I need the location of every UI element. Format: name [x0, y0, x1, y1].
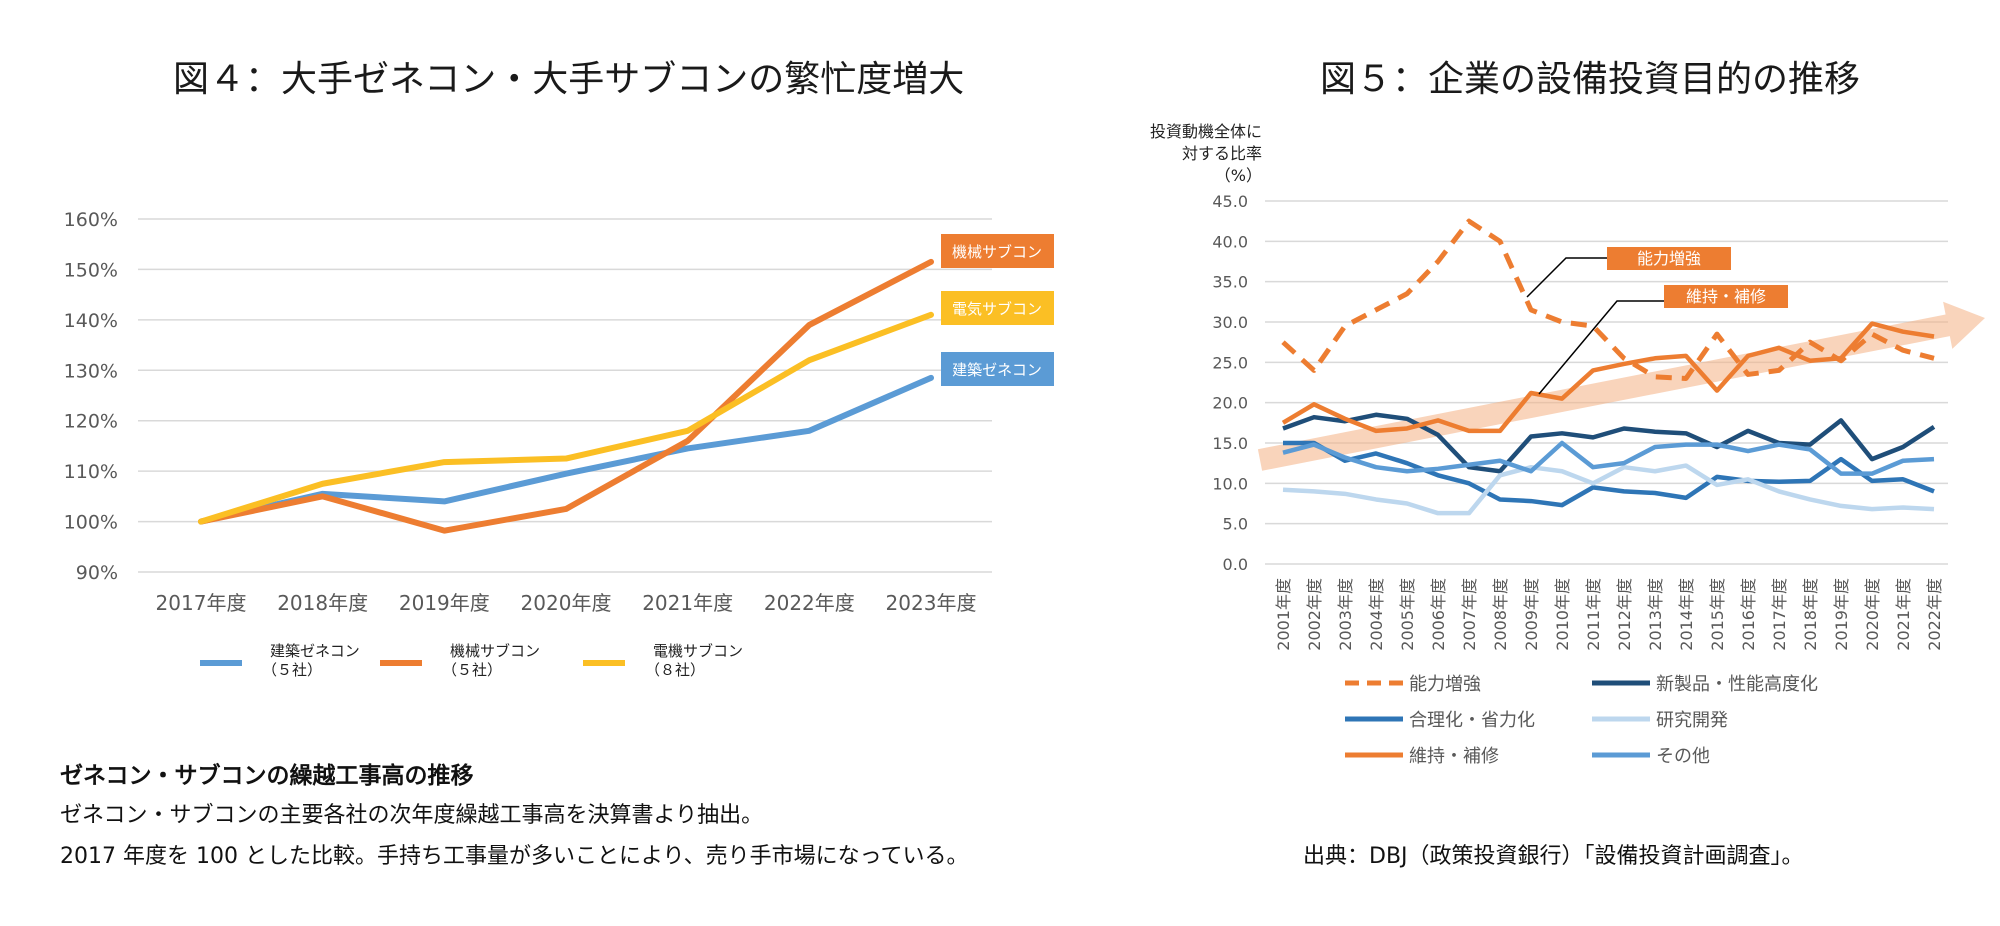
fig4-title: 図４：大手ゼネコン・大手サブコンの繁忙度増大 — [173, 59, 965, 100]
fig4-x-tick-label: 2019年度 — [399, 591, 490, 615]
fig5-series-line — [1282, 412, 1936, 474]
fig4-legend-label: 電機サブコン — [653, 642, 743, 660]
fig4-y-tick-label: 140% — [64, 310, 118, 332]
fig5-series-line — [1283, 440, 1935, 508]
fig5-legend-label: 新製品・性能高度化 — [1656, 674, 1818, 695]
fig5-x-tick-label: 2016年度 — [1739, 578, 1758, 651]
fig4-series-line — [198, 311, 934, 525]
fig4-series-tag — [941, 234, 1054, 268]
fig5-y-axis-title: 対する比率 — [1182, 144, 1262, 163]
fig4-y-tick-label: 100% — [64, 512, 118, 534]
fig5-callout-leader — [1526, 257, 1607, 298]
fig4-x-tick-label: 2018年度 — [277, 591, 368, 615]
fig4-legend-label: 建築ゼネコン — [270, 642, 360, 660]
fig5-x-tick-label: 2010年度 — [1553, 578, 1572, 651]
fig5-x-tick-label: 2012年度 — [1615, 578, 1634, 651]
fig5-legend-label: 能力増強 — [1409, 674, 1481, 695]
fig5-callout-box — [1664, 285, 1788, 308]
fig5-x-tick-label: 2013年度 — [1646, 578, 1665, 651]
fig5-callout-box — [1607, 247, 1731, 270]
fig5-x-tick-label: 2004年度 — [1367, 578, 1386, 651]
fig4-legend-sub: （５社） — [442, 661, 502, 679]
fig4-x-tick-label: 2020年度 — [521, 591, 612, 615]
fig5-x-tick-label: 2011年度 — [1584, 578, 1603, 651]
fig4-y-tick-label: 160% — [64, 209, 118, 231]
fig4-y-tick-label: 120% — [64, 411, 118, 433]
fig5-x-tick-label: 2003年度 — [1336, 578, 1355, 651]
fig5-trend-arrow — [1257, 301, 1985, 471]
fig5-y-axis-title: 投資動機全体に — [1150, 122, 1262, 141]
fig5-y-tick-label: 10.0 — [1212, 474, 1248, 493]
fig4-chart: 90% 100% 110% 120% 130% 140% 150% 160% 2017年度 201… — [64, 209, 1054, 679]
fig4-series-tag-label: 電気サブコン — [952, 300, 1042, 318]
fig4-series-tag — [941, 352, 1054, 386]
fig5-legend-label: 研究開発 — [1656, 710, 1728, 731]
fig4-legend-sub: （５社） — [262, 661, 322, 679]
fig5-y-axis-title: （%） — [1215, 166, 1262, 185]
fig5-y-tick-label: 5.0 — [1223, 515, 1248, 534]
fig5-x-tick-label: 2018年度 — [1801, 578, 1820, 651]
fig5-y-tick-label: 40.0 — [1212, 232, 1248, 251]
fig4-note-line1: ゼネコン・サブコンの主要各社の次年度繰越工事高を決算書より抽出。 — [60, 803, 764, 828]
fig5-legend-label: その他 — [1656, 746, 1710, 767]
fig5-series-line — [1281, 321, 1935, 434]
fig5-x-tick-label: 2005年度 — [1398, 578, 1417, 651]
fig4-x-tick-label: 2022年度 — [764, 591, 855, 615]
fig5-y-tick-label: 20.0 — [1212, 394, 1248, 413]
fig4-note-heading: ゼネコン・サブコンの繰越工事高の推移 — [60, 763, 474, 789]
fig4-legend-sub: （８社） — [645, 661, 705, 679]
fig5-x-tick-label: 2002年度 — [1305, 578, 1324, 651]
fig5-series-line — [1282, 463, 1935, 516]
fig5-x-tick-label: 2015年度 — [1708, 578, 1727, 651]
fig5-legend-label: 維持・補修 — [1409, 746, 1499, 767]
fig5-x-tick-label: 2019年度 — [1832, 578, 1851, 651]
fig5-x-tick-label: 2014年度 — [1677, 578, 1696, 651]
fig5-callout-label: 維持・補修 — [1686, 287, 1766, 306]
fig4-legend-label: 機械サブコン — [450, 642, 540, 660]
fig4-series-tag — [941, 291, 1054, 325]
fig5-y-tick-label: 0.0 — [1223, 555, 1248, 574]
fig4-y-tick-label: 110% — [64, 461, 118, 483]
fig5-x-tick-label: 2009年度 — [1522, 578, 1541, 651]
fig5-x-tick-label: 2006年度 — [1429, 578, 1448, 651]
fig5-callout-label: 能力増強 — [1637, 249, 1701, 268]
fig5-y-tick-label: 45.0 — [1212, 192, 1248, 211]
fig4-series-tag-label: 機械サブコン — [952, 243, 1042, 261]
fig5-title: 図５：企業の設備投資目的の推移 — [1320, 59, 1861, 100]
fig5-y-tick-label: 35.0 — [1212, 273, 1248, 292]
fig5-x-tick-label: 2022年度 — [1925, 578, 1944, 651]
fig5-y-tick-label: 15.0 — [1212, 434, 1248, 453]
fig4-y-tick-label: 90% — [76, 562, 118, 584]
fig4-x-tick-label: 2023年度 — [886, 591, 977, 615]
fig4-y-tick-label: 130% — [64, 360, 118, 382]
fig5-x-tick-label: 2021年度 — [1894, 578, 1913, 651]
fig5-series-line — [1282, 440, 1935, 476]
fig4-series-tag-label: 建築ゼネコン — [952, 361, 1042, 379]
fig5-callout-leader — [1538, 300, 1664, 395]
fig4-x-tick-label: 2017年度 — [156, 591, 247, 615]
fig5-x-tick-label: 2001年度 — [1274, 578, 1293, 651]
fig5-x-tick-label: 2020年度 — [1863, 578, 1882, 651]
fig5-source: 出典：DBJ（政策投資銀行）「設備投資計画調査」。 — [1303, 844, 1804, 869]
fig5-y-tick-label: 25.0 — [1212, 353, 1248, 372]
fig4-note-line2: 2017 年度を 100 とした比較。手持ち工事量が多いことにより、売り手市場に… — [60, 844, 969, 869]
fig5-x-tick-label: 2008年度 — [1491, 578, 1510, 651]
fig5-y-tick-label: 30.0 — [1212, 313, 1248, 332]
fig5-x-tick-label: 2017年度 — [1770, 578, 1789, 651]
fig4-y-tick-label: 150% — [64, 259, 118, 281]
fig4-x-tick-label: 2021年度 — [642, 591, 733, 615]
fig5-x-tick-label: 2007年度 — [1460, 578, 1479, 651]
fig5-legend-label: 合理化・省力化 — [1409, 710, 1535, 731]
